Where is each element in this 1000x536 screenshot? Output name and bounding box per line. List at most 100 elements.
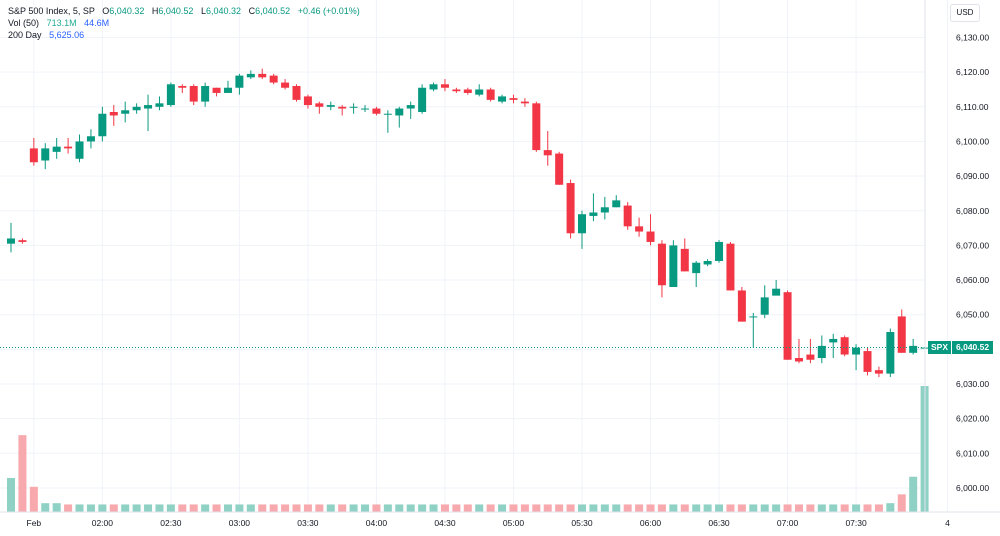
candle-body bbox=[52, 146, 61, 152]
volume-bar bbox=[121, 504, 130, 512]
candle-body bbox=[452, 89, 461, 92]
legend-change-value: +0.46 (+0.01%) bbox=[297, 6, 360, 16]
volume-bar bbox=[52, 503, 61, 512]
last-price-tag: SPX 6,040.52 bbox=[928, 341, 994, 354]
volume-bar bbox=[760, 504, 769, 512]
legend-ohlc-row: S&P 500 Index, 5, SP O6,040.32 H6,040.52… bbox=[8, 5, 360, 17]
volume-bar bbox=[155, 504, 164, 512]
currency-button[interactable]: USD bbox=[950, 4, 980, 22]
volume-bar bbox=[406, 504, 415, 512]
candle-body bbox=[212, 87, 221, 93]
volume-bar bbox=[18, 435, 27, 512]
price-tag-symbol: SPX bbox=[928, 341, 953, 354]
volume-bar bbox=[486, 504, 495, 512]
x-tick-label: 02:00 bbox=[92, 518, 114, 528]
volume-bar bbox=[520, 504, 529, 512]
y-tick-label: 6,080.00 bbox=[956, 206, 989, 216]
candle-body bbox=[86, 136, 95, 142]
legend-low-label: L bbox=[200, 6, 206, 16]
volume-bar bbox=[338, 504, 347, 512]
y-tick-label: 6,110.00 bbox=[956, 102, 989, 112]
volume-bar bbox=[326, 504, 335, 512]
x-tick-label: 07:00 bbox=[777, 518, 799, 528]
volume-bar bbox=[41, 503, 50, 512]
candle-body bbox=[520, 101, 529, 104]
volume-bar bbox=[75, 504, 84, 512]
candle-body bbox=[7, 238, 15, 244]
volume-bar bbox=[235, 504, 244, 512]
volume-bar bbox=[657, 504, 666, 512]
candle-body bbox=[121, 110, 130, 114]
candle-body bbox=[817, 345, 826, 359]
candle-body bbox=[840, 337, 849, 355]
volume-bar bbox=[543, 504, 552, 512]
legend-ma-row[interactable]: 200 Day 5,625.06 bbox=[8, 29, 360, 41]
candle-body bbox=[783, 292, 792, 360]
candle-body bbox=[109, 111, 118, 116]
volume-bar bbox=[692, 504, 701, 512]
volume-bar bbox=[349, 504, 358, 512]
volume-bar bbox=[612, 504, 621, 512]
candle-body bbox=[600, 207, 609, 213]
time-axis[interactable]: Feb 02:00 02:30 03:00 03:30 04:00 04:30 05:00 05… bbox=[27, 518, 951, 528]
volume-bar bbox=[703, 504, 712, 512]
volume-bar bbox=[498, 504, 507, 512]
candle-body bbox=[189, 86, 198, 102]
candle-body bbox=[338, 106, 347, 109]
candle-body bbox=[178, 86, 187, 88]
candle-body bbox=[235, 75, 244, 88]
candle-body bbox=[863, 351, 872, 372]
candle-body bbox=[155, 103, 164, 107]
candle-body bbox=[395, 108, 404, 116]
volume-bar bbox=[715, 504, 724, 512]
volume-bar bbox=[463, 504, 472, 512]
volume-bar bbox=[132, 504, 141, 512]
legend-open-label: O bbox=[102, 6, 110, 16]
volume-bar bbox=[201, 504, 210, 512]
candle-body bbox=[18, 240, 27, 242]
x-tick-label: Feb bbox=[27, 518, 42, 528]
x-tick-label: 03:30 bbox=[297, 518, 319, 528]
candle-body bbox=[692, 262, 701, 274]
legend-open-value: 6,040.32 bbox=[109, 6, 145, 16]
candle-body bbox=[578, 214, 586, 234]
candle-body bbox=[909, 345, 918, 353]
volume-bar bbox=[440, 504, 449, 512]
chart-legend: S&P 500 Index, 5, SP O6,040.32 H6,040.52… bbox=[8, 5, 360, 41]
candle-body bbox=[657, 243, 666, 286]
candle-body bbox=[509, 98, 518, 100]
legend-volume-label: Vol (50) bbox=[8, 18, 40, 28]
volume-bar bbox=[669, 504, 678, 512]
candle-body bbox=[532, 103, 541, 151]
candle-body bbox=[64, 146, 73, 149]
candle-body bbox=[315, 103, 324, 107]
y-tick-label: 6,010.00 bbox=[956, 448, 989, 458]
candle-body bbox=[29, 148, 38, 163]
volume-bar bbox=[292, 504, 301, 512]
y-tick-label: 6,100.00 bbox=[956, 136, 989, 146]
y-tick-label: 6,060.00 bbox=[956, 275, 989, 285]
volume-bar bbox=[395, 504, 404, 512]
volume-bar bbox=[863, 504, 872, 512]
legend-ma-label: 200 Day bbox=[8, 30, 42, 40]
volume-bar bbox=[680, 504, 689, 512]
legend-close-value: 6,040.52 bbox=[255, 6, 291, 16]
volume-bar bbox=[361, 504, 370, 512]
volume-bar bbox=[852, 504, 861, 512]
candle-body bbox=[75, 141, 84, 159]
candle-body bbox=[281, 82, 290, 88]
legend-volume-value: 713.1M bbox=[46, 18, 77, 28]
volume-bar bbox=[7, 477, 15, 512]
volume-bar bbox=[429, 504, 438, 512]
x-tick-label: 06:30 bbox=[708, 518, 730, 528]
y-tick-label: 6,020.00 bbox=[956, 414, 989, 424]
y-tick-label: 6,050.00 bbox=[956, 310, 989, 320]
volume-bar bbox=[509, 504, 518, 512]
x-tick-label: 07:30 bbox=[845, 518, 867, 528]
legend-symbol-title[interactable]: S&P 500 Index, 5, SP bbox=[8, 6, 95, 16]
volume-bar bbox=[418, 504, 427, 512]
volume-bar bbox=[646, 504, 655, 512]
volume-bar bbox=[98, 504, 107, 512]
legend-volume-row[interactable]: Vol (50) 713.1M 44.6M bbox=[8, 17, 360, 29]
